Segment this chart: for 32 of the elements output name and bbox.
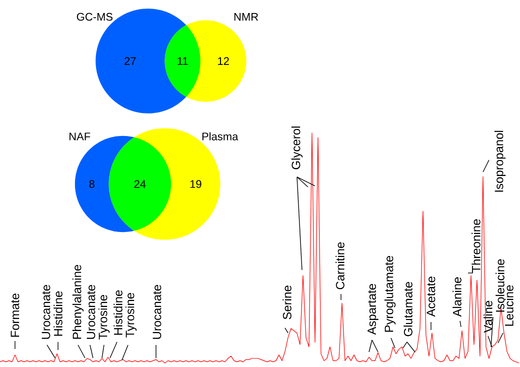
data-label: 24 <box>134 180 146 188</box>
category-label: NMR <box>234 13 258 21</box>
category-label: NAF <box>70 132 90 140</box>
annotation: Carnitine <box>336 242 344 290</box>
annotation: Urocanate <box>42 284 50 339</box>
data-label: 12 <box>218 57 229 65</box>
annotation: Urocanate <box>86 284 96 339</box>
annotation: Phenylalanine <box>72 264 84 339</box>
annotation: Threonine <box>472 219 480 273</box>
annotation: Glutamate <box>404 282 412 336</box>
annotation: Alanine <box>452 277 462 317</box>
annotation: Aspartate <box>368 284 378 335</box>
annotation: Tyrosine <box>125 292 137 338</box>
annotation: Histidine <box>114 290 122 335</box>
data-label: 8 <box>89 180 94 188</box>
annotation: Serine <box>282 286 292 320</box>
annotation: Valine <box>484 300 492 333</box>
annotation: Tyrosine <box>98 294 110 340</box>
annotation: Glycerol <box>291 126 303 170</box>
category-label: GC-MS <box>76 12 113 21</box>
data-label: 11 <box>178 57 188 65</box>
annotation: Isopropanol <box>494 130 506 192</box>
annotation: Leucine <box>504 285 514 326</box>
annotation: Acetate <box>426 276 436 317</box>
annotation: Isoleucine <box>496 259 504 312</box>
annotation: Histidine <box>54 291 62 336</box>
category-label: Plasma <box>202 132 238 140</box>
annotation: Formate <box>10 294 20 337</box>
data-label: 19 <box>190 180 202 188</box>
annotation: Pyroglutamate <box>384 256 396 332</box>
data-label: 27 <box>124 57 136 65</box>
annotation: Urocanate <box>152 284 162 339</box>
